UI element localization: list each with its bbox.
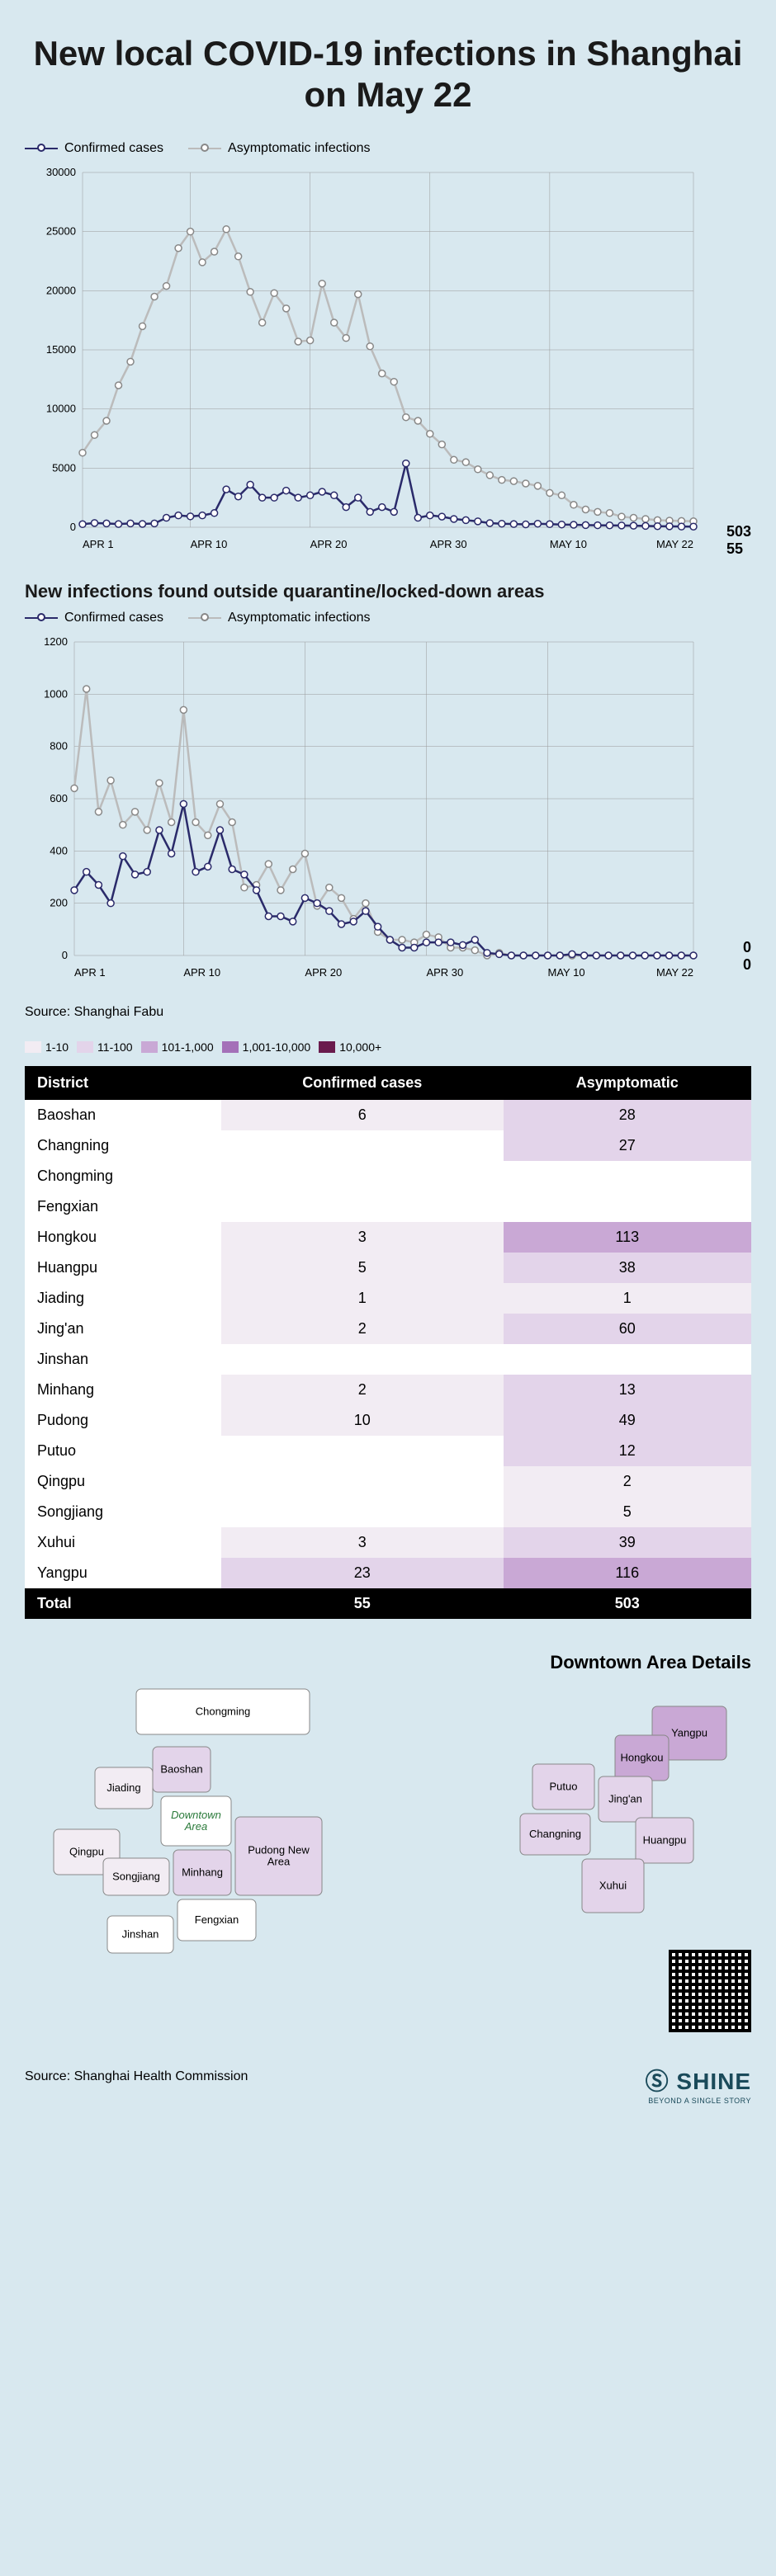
table-row: Changning27 xyxy=(25,1130,751,1161)
scale-item: 11-100 xyxy=(77,1040,133,1054)
svg-text:1200: 1200 xyxy=(44,635,68,648)
table-row: Yangpu23116 xyxy=(25,1558,751,1588)
svg-text:0: 0 xyxy=(62,949,68,961)
svg-text:1000: 1000 xyxy=(44,687,68,700)
legend2-confirmed-label: Confirmed cases xyxy=(64,611,163,625)
svg-text:APR 10: APR 10 xyxy=(183,966,220,979)
svg-text:Jinshan: Jinshan xyxy=(122,1927,159,1940)
table-row: Huangpu538 xyxy=(25,1253,751,1283)
table-header: District xyxy=(25,1066,221,1100)
page-title: New local COVID-19 infections in Shangha… xyxy=(25,33,751,116)
svg-text:Baoshan: Baoshan xyxy=(160,1762,202,1775)
table-row: Chongming xyxy=(25,1161,751,1191)
map-main: ChongmingBaoshanJiadingDowntownAreaPudon… xyxy=(25,1652,355,1974)
legend2-asymptomatic-label: Asymptomatic infections xyxy=(228,611,371,625)
svg-text:MAY 22: MAY 22 xyxy=(656,538,693,550)
table-row: Qingpu2 xyxy=(25,1466,751,1497)
legend2-asymptomatic: Asymptomatic infections xyxy=(188,611,371,625)
svg-text:15000: 15000 xyxy=(46,343,76,356)
svg-text:600: 600 xyxy=(50,792,68,804)
svg-text:Changning: Changning xyxy=(529,1828,581,1840)
svg-text:Hongkou: Hongkou xyxy=(620,1751,663,1763)
svg-text:10000: 10000 xyxy=(46,402,76,414)
svg-text:APR 20: APR 20 xyxy=(305,966,342,979)
table-header: Confirmed cases xyxy=(221,1066,503,1100)
table-row: Songjiang5 xyxy=(25,1497,751,1527)
chart2: 0 200 400 600 800 1000 1200 APR 1 APR 10 APR 20 AP… xyxy=(25,634,726,988)
svg-text:800: 800 xyxy=(50,739,68,752)
table-row: Jing'an260 xyxy=(25,1314,751,1344)
svg-text:APR 1: APR 1 xyxy=(83,538,114,550)
legend-confirmed: Confirmed cases xyxy=(25,141,163,156)
chart1-end-asymptomatic: 503 xyxy=(726,523,751,540)
table-row: Minhang213 xyxy=(25,1375,751,1405)
svg-text:0: 0 xyxy=(70,521,76,533)
table-row: Xuhui339 xyxy=(25,1527,751,1558)
svg-text:APR 10: APR 10 xyxy=(191,538,228,550)
brand-logo: Ⓢ SHINE xyxy=(646,2064,751,2097)
legend-asymptomatic: Asymptomatic infections xyxy=(188,141,371,156)
scale-item: 10,000+ xyxy=(319,1040,381,1054)
table-total-row: Total55503 xyxy=(25,1588,751,1619)
map-downtown-title: Downtown Area Details xyxy=(487,1652,751,1673)
map-downtown: Yangpu Hongkou Putuo Jing'an Changning Huangp… xyxy=(487,1682,751,1929)
svg-text:Jiading: Jiading xyxy=(106,1781,140,1794)
svg-text:Songjiang: Songjiang xyxy=(112,1870,160,1882)
district-table: DistrictConfirmed casesAsymptomatic Baos… xyxy=(25,1066,751,1619)
table-row: Hongkou3113 xyxy=(25,1222,751,1253)
svg-text:30000: 30000 xyxy=(46,166,76,178)
scale-item: 101-1,000 xyxy=(141,1040,214,1054)
svg-text:20000: 20000 xyxy=(46,284,76,296)
qr-code xyxy=(669,1950,751,2032)
brand-tagline: BEYOND A SINGLE STORY xyxy=(646,2097,751,2105)
svg-text:MAY 10: MAY 10 xyxy=(550,538,587,550)
legend2-confirmed: Confirmed cases xyxy=(25,611,163,625)
scale-item: 1-10 xyxy=(25,1040,69,1054)
table-header: Asymptomatic xyxy=(504,1066,751,1100)
svg-text:5000: 5000 xyxy=(52,461,76,474)
svg-text:Huangpu: Huangpu xyxy=(643,1833,687,1846)
svg-text:Jing'an: Jing'an xyxy=(608,1792,642,1805)
table-row: Jiading11 xyxy=(25,1283,751,1314)
table-row: Baoshan628 xyxy=(25,1100,751,1130)
svg-text:25000: 25000 xyxy=(46,224,76,237)
legend-confirmed-label: Confirmed cases xyxy=(64,141,163,156)
chart1-legend: Confirmed cases Asymptomatic infections xyxy=(25,141,751,156)
table-row: Putuo12 xyxy=(25,1436,751,1466)
chart1-end-confirmed: 55 xyxy=(726,540,751,558)
svg-text:Chongming: Chongming xyxy=(196,1705,251,1717)
chart1: 0 5000 10000 15000 20000 25000 30000 APR 1 APR 1… xyxy=(25,164,726,560)
svg-text:Fengxian: Fengxian xyxy=(195,1913,239,1926)
chart2-title: New infections found outside quarantine/… xyxy=(25,581,751,602)
table-row: Pudong1049 xyxy=(25,1405,751,1436)
chart2-end-asymptomatic: 0 xyxy=(743,939,751,956)
svg-text:APR 1: APR 1 xyxy=(74,966,106,979)
svg-text:Qingpu: Qingpu xyxy=(69,1845,104,1857)
svg-text:MAY 22: MAY 22 xyxy=(656,966,693,979)
svg-text:APR 30: APR 30 xyxy=(430,538,467,550)
svg-text:400: 400 xyxy=(50,844,68,856)
svg-text:Xuhui: Xuhui xyxy=(599,1879,627,1891)
svg-text:Minhang: Minhang xyxy=(182,1866,223,1878)
legend-asymptomatic-label: Asymptomatic infections xyxy=(228,141,371,156)
source1: Source: Shanghai Fabu xyxy=(25,1005,751,1020)
svg-text:200: 200 xyxy=(50,896,68,908)
svg-text:APR 20: APR 20 xyxy=(310,538,348,550)
chart2-end-confirmed: 0 xyxy=(743,956,751,974)
svg-text:Yangpu: Yangpu xyxy=(671,1726,707,1739)
table-row: Fengxian xyxy=(25,1191,751,1222)
chart2-legend: Confirmed cases Asymptomatic infections xyxy=(25,611,751,625)
table-row: Jinshan xyxy=(25,1344,751,1375)
source2: Source: Shanghai Health Commission xyxy=(25,2069,248,2084)
scale-item: 1,001-10,000 xyxy=(222,1040,311,1054)
svg-text:APR 30: APR 30 xyxy=(426,966,463,979)
svg-text:Putuo: Putuo xyxy=(550,1780,578,1792)
svg-text:MAY 10: MAY 10 xyxy=(548,966,585,979)
scale-legend: 1-10 11-100 101-1,000 1,001-10,000 10,000+ xyxy=(25,1040,751,1054)
